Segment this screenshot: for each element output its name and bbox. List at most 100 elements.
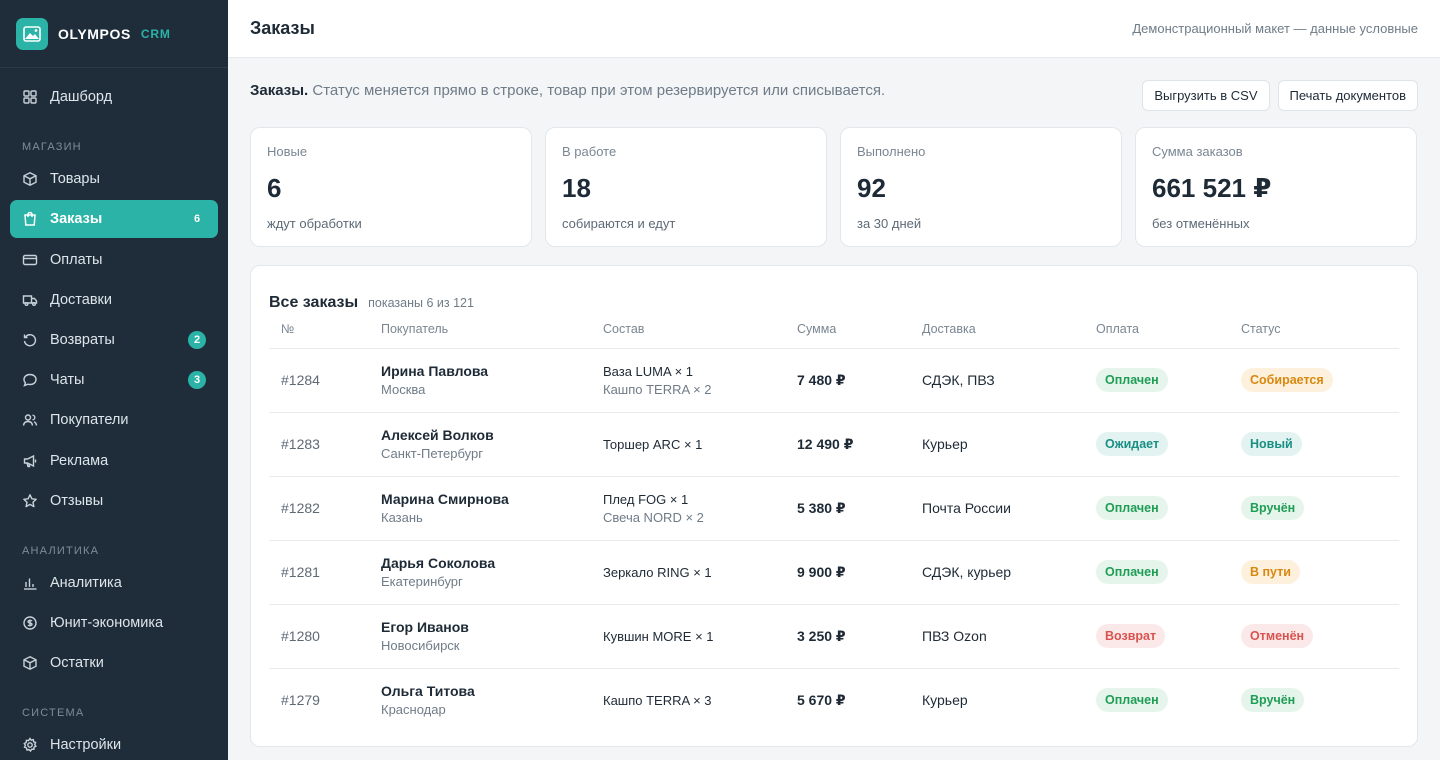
- table-row[interactable]: #1282 Марина Смирнова Казань Плед FOG × 1 Св…: [269, 475, 1399, 540]
- customer-cell: Марина Смирнова Казань: [381, 475, 603, 540]
- customer-city: Санкт-Петербург: [381, 446, 483, 461]
- print-documents-button[interactable]: Печать документов: [1277, 80, 1418, 111]
- order-number[interactable]: #1282: [269, 475, 381, 540]
- sidebar-item-payments[interactable]: Оплаты: [10, 241, 218, 279]
- payment-cell: Возврат: [1096, 603, 1241, 668]
- sidebar-item-analytics[interactable]: Аналитика: [10, 564, 218, 602]
- sidebar-item-label: Чаты: [50, 372, 85, 389]
- customer-name[interactable]: Марина Смирнова: [381, 491, 509, 507]
- table-header-row: № Покупатель Состав Сумма Доставка Оплат…: [269, 322, 1399, 348]
- sidebar-item-deliveries[interactable]: Доставки: [10, 281, 218, 319]
- gear-icon: [22, 737, 38, 753]
- sidebar-item-stock[interactable]: Остатки: [10, 644, 218, 682]
- order-number[interactable]: #1281: [269, 539, 381, 604]
- status-badge[interactable]: Отменён: [1241, 624, 1314, 648]
- table-row[interactable]: #1281 Дарья Соколова Екатеринбург Зеркало R…: [269, 539, 1399, 604]
- sidebar-item-label: Доставки: [50, 291, 112, 308]
- order-number[interactable]: #1283: [269, 411, 381, 476]
- kpi-sub: собираются и едут: [562, 216, 676, 231]
- payment-badge: Возврат: [1096, 624, 1166, 648]
- order-item: Свеча NORD × 2: [603, 509, 704, 525]
- sidebar-item-label: Товары: [50, 171, 100, 188]
- payment-badge: Оплачен: [1096, 368, 1168, 392]
- customer-city: Краснодар: [381, 702, 446, 718]
- count-badge: 2: [188, 330, 206, 349]
- customer-name[interactable]: Ирина Павлова: [381, 363, 489, 379]
- status-badge[interactable]: В пути: [1241, 560, 1300, 584]
- return-icon: [22, 332, 38, 348]
- grid-icon: [22, 89, 38, 105]
- column-header-delivery: Доставка: [922, 322, 976, 336]
- order-sum: 9 900 ₽: [797, 539, 922, 604]
- payment-cell: Оплачен: [1096, 539, 1241, 604]
- customer-name[interactable]: Ольга Титова: [381, 683, 475, 700]
- sidebar-item-unit-economics[interactable]: Юнит-экономика: [10, 604, 218, 642]
- delivery-method: Почта России: [922, 475, 1096, 540]
- kpi-card-new: Новые 6 ждут обработки: [250, 127, 532, 247]
- items-cell: Зеркало RING × 1: [603, 539, 797, 604]
- table-row[interactable]: #1280 Егор Иванов Новосибирск Кувшин MORE ×…: [269, 603, 1399, 668]
- status-badge[interactable]: Новый: [1241, 432, 1302, 456]
- customer-cell: Ольга Титова Краснодар: [381, 667, 603, 732]
- payment-cell: Оплачен: [1096, 667, 1241, 732]
- items-cell: Кашпо TERRA × 3: [603, 667, 797, 732]
- coin-icon: [22, 615, 38, 631]
- brand-name: OLYMPOS: [58, 25, 131, 42]
- sidebar-item-products[interactable]: Товары: [10, 160, 218, 198]
- order-item: Зеркало RING × 1: [603, 564, 712, 580]
- megaphone-icon: [22, 453, 38, 469]
- order-number[interactable]: #1284: [269, 347, 381, 412]
- status-cell: В пути: [1241, 539, 1399, 604]
- items-cell: Кувшин MORE × 1: [603, 603, 797, 668]
- orders-title: Все заказы: [269, 294, 359, 311]
- delivery-method: ПВЗ Ozon: [922, 603, 1096, 668]
- table-row[interactable]: #1283 Алексей Волков Санкт-Петербург Торшер…: [269, 411, 1399, 476]
- customer-name[interactable]: Алексей Волков: [381, 427, 494, 443]
- intro-bar: Заказы. Статус меняется прямо в строке, …: [250, 80, 1418, 128]
- order-item: Плед FOG × 1: [603, 491, 689, 507]
- order-item: Торшер ARC × 1: [603, 436, 703, 452]
- sidebar-item-returns[interactable]: Возвраты 2: [10, 321, 218, 359]
- order-number[interactable]: #1279: [269, 667, 381, 732]
- kpi-value: 92: [857, 173, 886, 203]
- column-header-number: №: [281, 322, 295, 336]
- sidebar-item-customers[interactable]: Покупатели: [10, 401, 218, 439]
- order-sum: 7 480 ₽: [797, 347, 922, 412]
- customer-name[interactable]: Егор Иванов: [381, 619, 469, 635]
- box-icon: [22, 171, 38, 187]
- kpi-card-in-progress: В работе 18 собираются и едут: [545, 127, 827, 247]
- sidebar-item-label: Покупатели: [50, 412, 129, 429]
- table-row[interactable]: #1284 Ирина Павлова Москва Ваза LUMA × 1 Каш…: [269, 347, 1399, 412]
- sidebar: OLYMPOS CRM Дашборд МАГАЗИН Товары Заказы 6 О…: [0, 0, 228, 760]
- sidebar-section-label: СИСТЕМА: [22, 707, 85, 720]
- items-cell: Плед FOG × 1 Свеча NORD × 2: [603, 475, 797, 540]
- export-csv-button[interactable]: Выгрузить в CSV: [1142, 80, 1270, 111]
- sidebar-item-reviews[interactable]: Отзывы: [10, 482, 218, 520]
- sidebar-item-settings[interactable]: Настройки: [10, 726, 218, 760]
- status-badge[interactable]: Вручён: [1241, 688, 1305, 713]
- box-icon: [22, 655, 38, 671]
- count-badge: 3: [188, 371, 206, 390]
- orders-header: Все заказы показаны 6 из 121: [269, 266, 1399, 322]
- payment-cell: Оплачен: [1096, 475, 1241, 540]
- payment-badge: Ожидает: [1096, 432, 1169, 456]
- table-row[interactable]: #1279 Ольга Титова Краснодар Кашпо TERRA × …: [269, 667, 1399, 732]
- brand[interactable]: OLYMPOS CRM: [0, 0, 228, 68]
- kpi-sub: без отменённых: [1152, 216, 1250, 231]
- sidebar-item-orders[interactable]: Заказы 6: [10, 200, 218, 239]
- brand-sub: CRM: [140, 26, 171, 41]
- bag-icon: [22, 211, 38, 227]
- sidebar-item-dashboard[interactable]: Дашборд: [10, 78, 218, 116]
- order-number[interactable]: #1280: [269, 603, 381, 668]
- status-badge[interactable]: Собирается: [1241, 368, 1333, 392]
- intro-description: Статус меняется прямо в строке, товар пр…: [312, 82, 886, 99]
- sidebar-item-chats[interactable]: Чаты 3: [10, 361, 218, 399]
- customer-name[interactable]: Дарья Соколова: [381, 555, 496, 571]
- sidebar-item-ads[interactable]: Реклама: [10, 442, 218, 480]
- order-item: Кувшин MORE × 1: [603, 628, 714, 644]
- status-badge[interactable]: Вручён: [1241, 496, 1305, 520]
- column-header-payment: Оплата: [1096, 322, 1139, 336]
- order-item: Кашпо TERRA × 2: [603, 381, 712, 397]
- sidebar-item-label: Аналитика: [50, 574, 122, 591]
- sidebar-item-label: Оплаты: [50, 251, 103, 268]
